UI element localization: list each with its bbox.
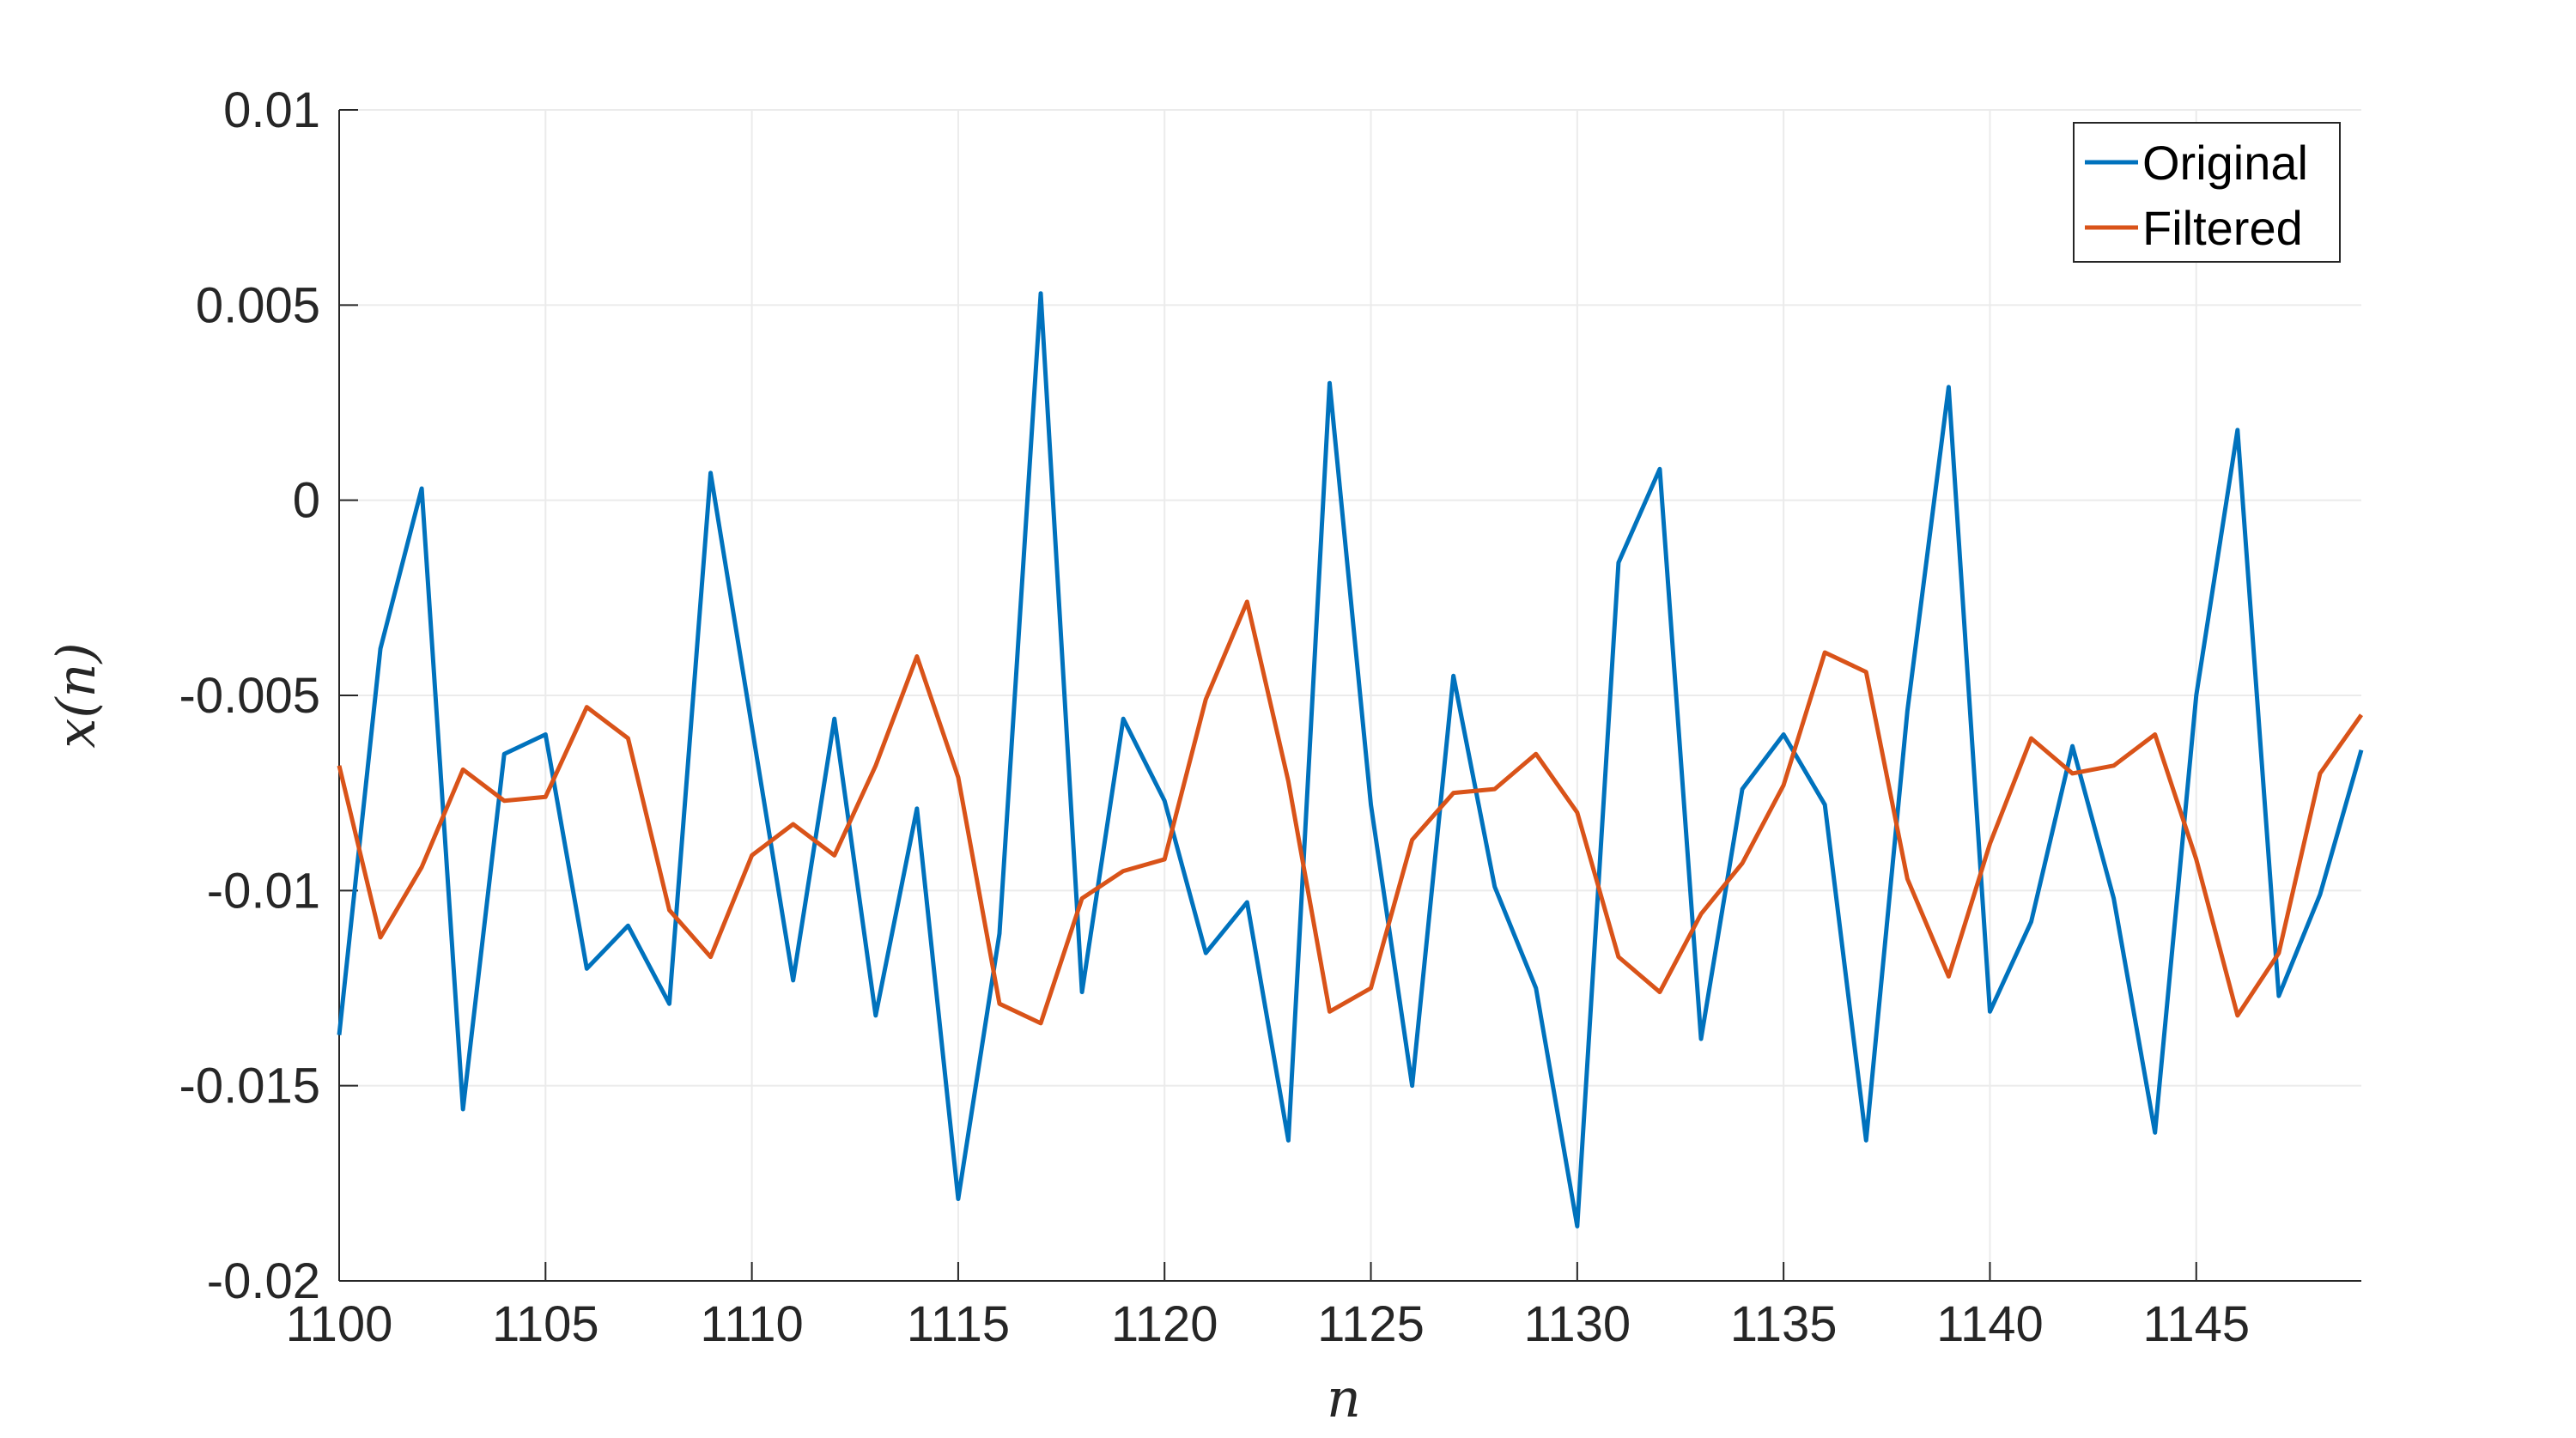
y-tick-label: -0.02 <box>207 1253 320 1309</box>
y-tick-label: 0.01 <box>223 82 320 138</box>
x-tick-label: 1125 <box>1317 1296 1425 1352</box>
y-tick-label: 0.005 <box>196 277 320 333</box>
legend: Original Filtered <box>2073 122 2341 263</box>
y-tick-label: 0 <box>293 473 320 529</box>
x-tick-label: 1140 <box>1936 1296 2044 1352</box>
series-lines <box>337 291 2364 1229</box>
x-tick-label: 1135 <box>1730 1296 1838 1352</box>
legend-entry-filtered: Filtered <box>2142 201 2303 255</box>
x-tick-labels: 1100 1105 1110 1115 1120 1125 1130 1135 1140 1145 <box>286 1296 2250 1352</box>
x-tick-label: 1115 <box>907 1296 1010 1352</box>
x-tick-label: 1145 <box>2142 1296 2250 1352</box>
legend-box <box>2073 122 2341 263</box>
y-tick-label: -0.015 <box>179 1059 320 1114</box>
x-axis-label: n <box>1327 1367 1361 1429</box>
x-tick-label: 1110 <box>700 1296 803 1352</box>
x-tick-label: 1130 <box>1523 1296 1631 1352</box>
legend-entry-original: Original <box>2142 136 2308 190</box>
y-tick-labels: 0.01 0.005 0 -0.005 -0.01 -0.015 -0.02 <box>179 82 320 1309</box>
series-line-filtered <box>337 599 2364 1026</box>
x-tick-label: 1120 <box>1111 1296 1218 1352</box>
axes <box>338 109 2361 1282</box>
y-tick-label: -0.01 <box>207 863 320 919</box>
y-axis-label: x(n) <box>45 642 107 748</box>
grid <box>338 109 2361 1282</box>
y-tick-label: -0.005 <box>179 668 320 724</box>
x-tick-label: 1105 <box>492 1296 599 1352</box>
x-tick-label: 1100 <box>286 1296 393 1352</box>
